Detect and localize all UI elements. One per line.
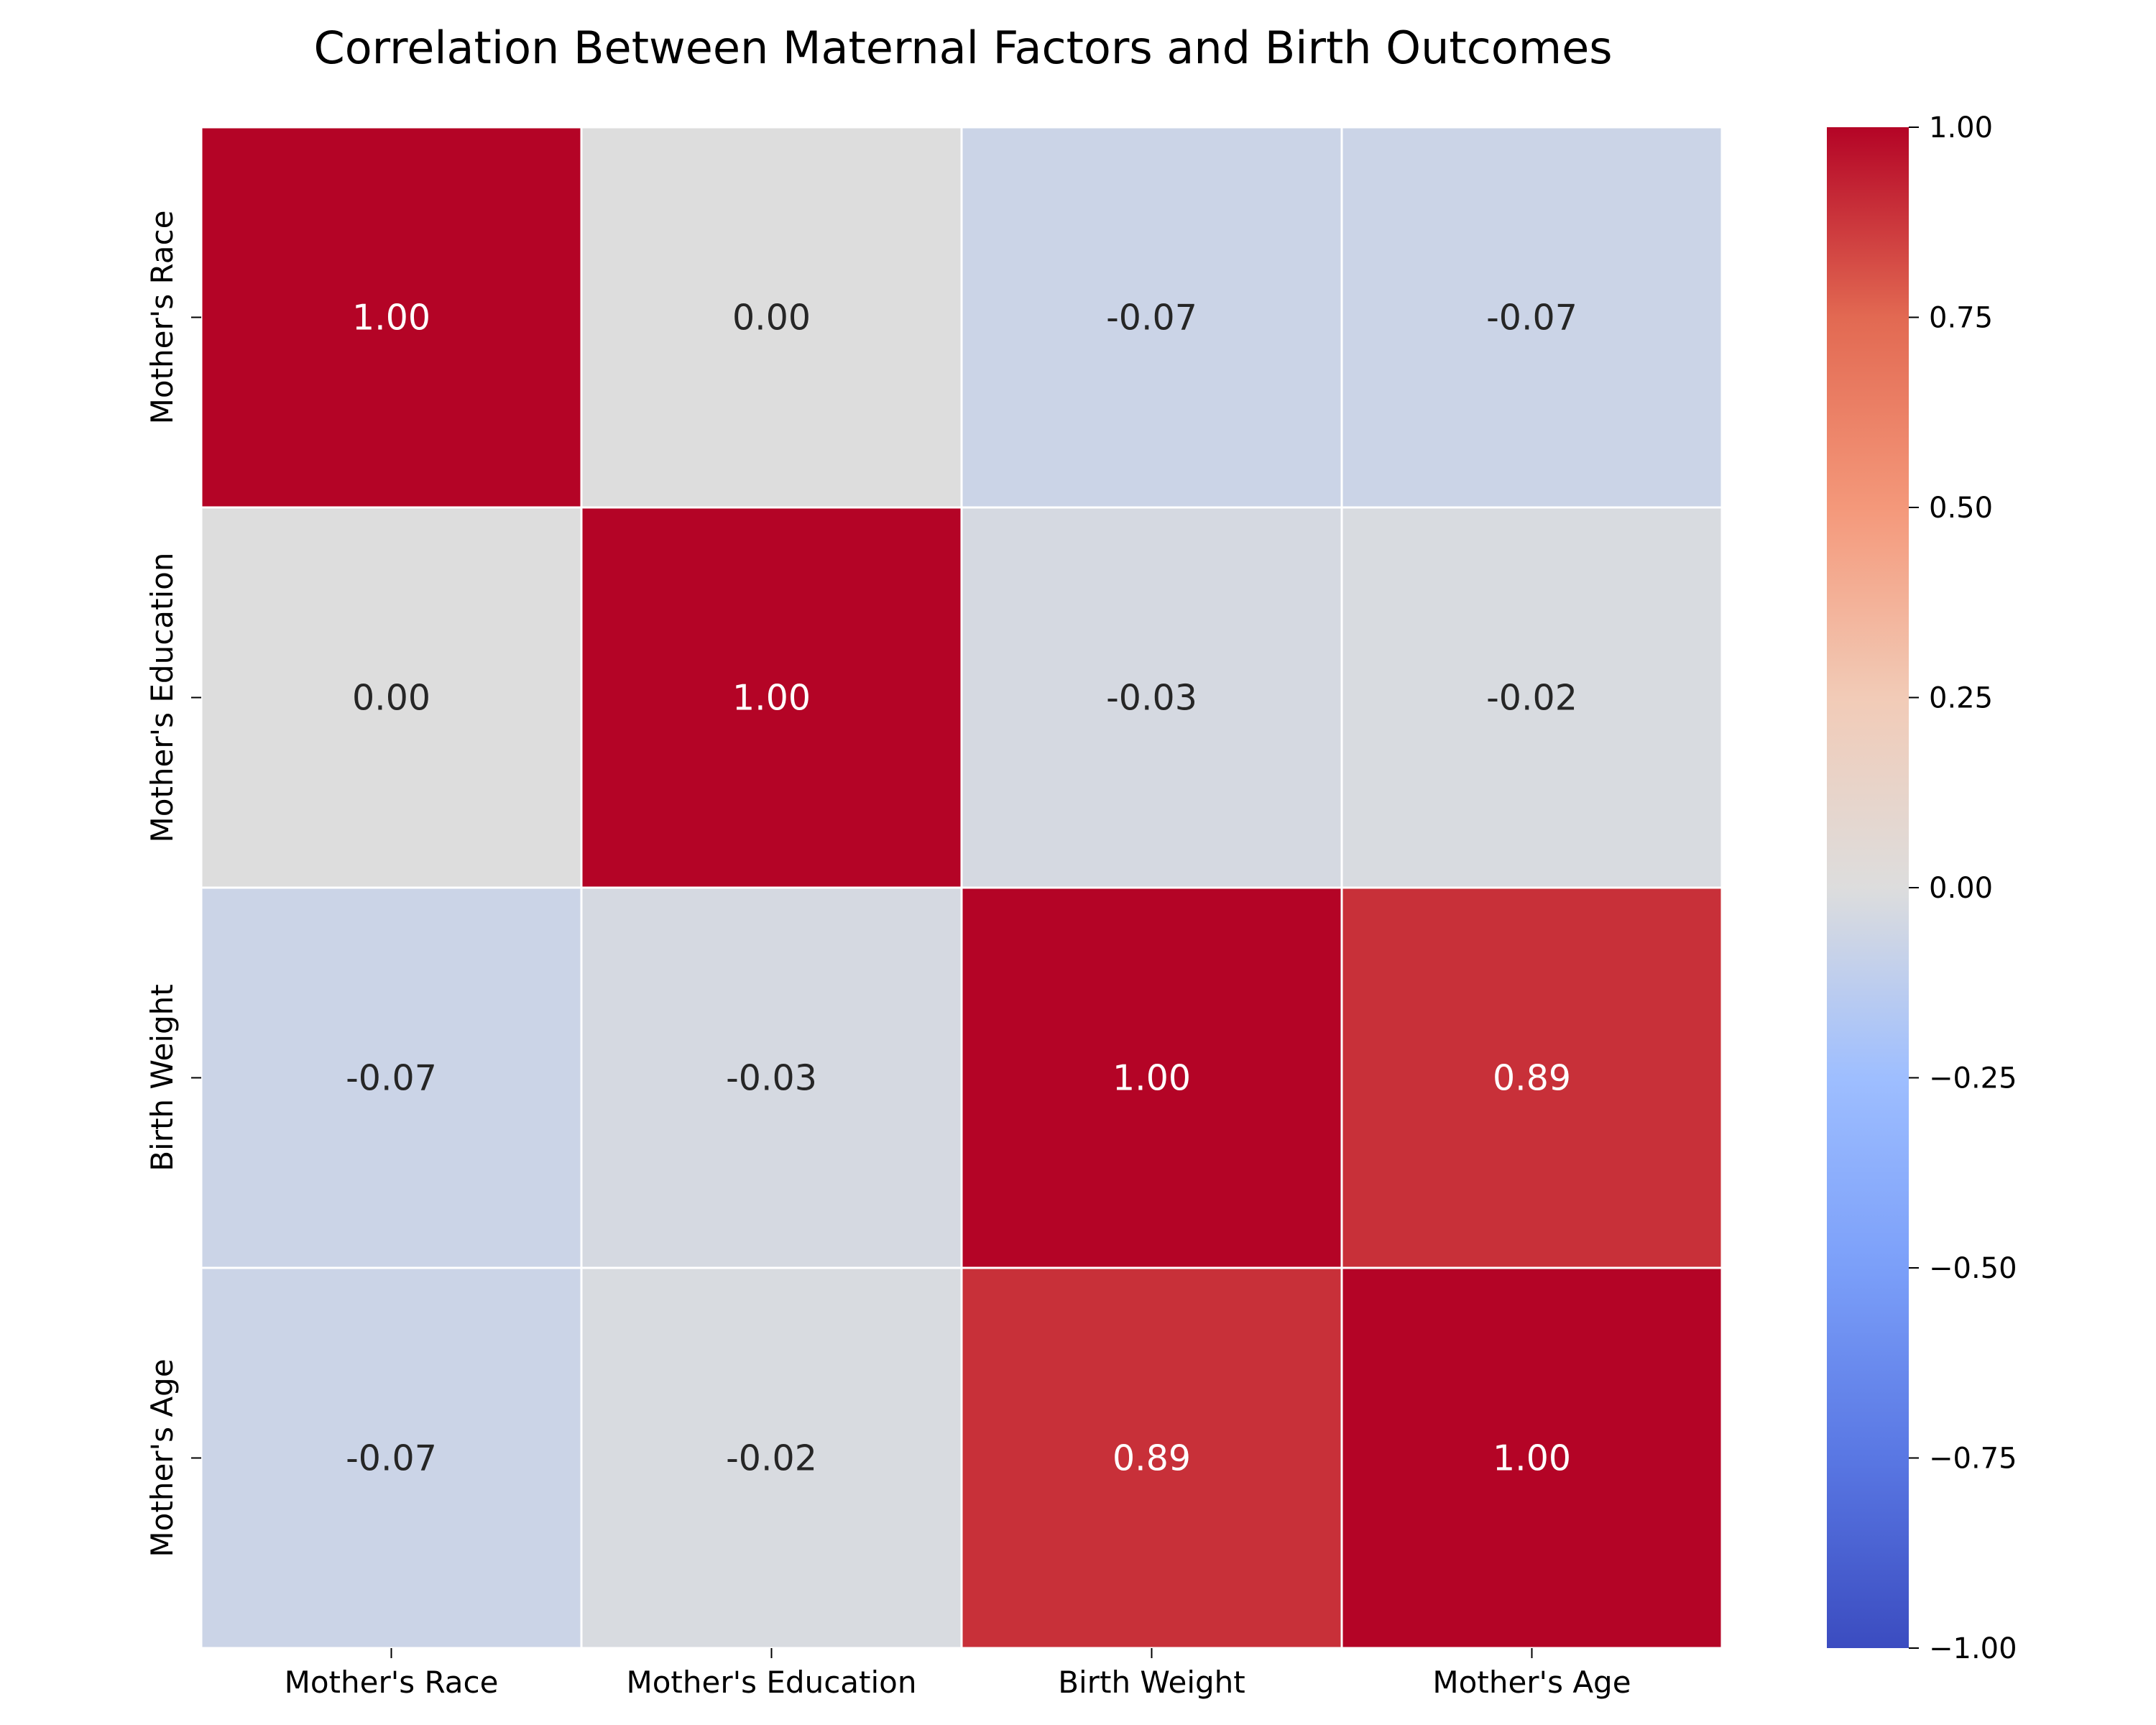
y-tick-label: Mother's Education [144, 552, 180, 842]
cell-value-label: 1.00 [732, 678, 811, 719]
heatmap-cells [200, 126, 1723, 1650]
heatmap-cell-r0-c1 [580, 126, 963, 509]
x-tick-label: Mother's Age [1432, 1665, 1631, 1700]
colorbar-tick-label: −1.00 [1929, 1632, 2017, 1665]
heatmap-cell-r1-c0 [200, 506, 583, 889]
colorbar-tick-label: −0.75 [1929, 1443, 2017, 1476]
y-tick-label: Mother's Age [144, 1358, 180, 1557]
heatmap-cell-r0-c0 [200, 126, 583, 509]
y-tick-label: Mother's Race [144, 211, 180, 425]
x-tick-label: Birth Weight [1058, 1665, 1245, 1700]
cell-value-label: -0.07 [346, 1058, 437, 1099]
cell-value-label: -0.02 [726, 1438, 817, 1479]
cell-value-label: 1.00 [1112, 1058, 1191, 1099]
colorbar: 1.00 0.75 0.50 0.25 0.00 −0.25 −0.50 −0.75 −1.00 [1827, 111, 2017, 1665]
cell-value-label: 0.89 [1493, 1058, 1571, 1099]
heatmap-cell-r0-c3 [1340, 126, 1723, 509]
colorbar-ticks: 1.00 0.75 0.50 0.25 0.00 −0.25 −0.50 −0.75 −1.00 [1909, 111, 2017, 1665]
x-tick-label: Mother's Race [285, 1665, 499, 1700]
chart-title: Correlation Between Maternal Factors and… [313, 22, 1612, 74]
heatmap-cell-r3-c2 [960, 1266, 1343, 1650]
heatmap-cell-r3-c1 [580, 1266, 963, 1650]
heatmap-cell-r2-c1 [580, 886, 963, 1269]
colorbar-tick-label: 0.25 [1929, 682, 1993, 715]
cell-value-label: -0.07 [1486, 298, 1577, 339]
colorbar-tick-label: 0.75 [1929, 302, 1993, 335]
heatmap-cell-r1-c3 [1340, 506, 1723, 889]
x-tick-label: Mother's Education [626, 1665, 916, 1700]
heatmap-cell-r0-c2 [960, 126, 1343, 509]
cell-value-label: 0.00 [732, 298, 811, 339]
heatmap-cell-r1-c2 [960, 506, 1343, 889]
y-axis: Mother's Race Mother's Education Birth Wei… [144, 211, 201, 1558]
heatmap-cell-r3-c3 [1340, 1266, 1723, 1650]
cell-value-label: -0.02 [1486, 678, 1577, 719]
colorbar-tick-label: 1.00 [1929, 111, 1993, 144]
cell-annotations: 1.00 0.00 -0.07 -0.07 0.00 1.00 -0.03 -0.02 -0.0… [346, 298, 1577, 1479]
colorbar-tick-label: −0.50 [1929, 1252, 2017, 1285]
cell-value-label: 0.00 [352, 678, 430, 719]
x-axis: Mother's Race Mother's Education Birth Wei… [285, 1648, 1631, 1700]
cell-value-label: 1.00 [1493, 1438, 1571, 1479]
heatmap-cell-r2-c3 [1340, 886, 1723, 1269]
cell-value-label: -0.07 [1106, 298, 1197, 339]
cell-value-label: -0.03 [1106, 678, 1197, 719]
cell-value-label: -0.03 [726, 1058, 817, 1099]
cell-value-label: -0.07 [346, 1438, 437, 1479]
cell-value-label: 1.00 [352, 298, 430, 339]
colorbar-gradient [1827, 127, 1909, 1648]
heatmap-cell-r3-c0 [200, 1266, 583, 1650]
colorbar-tick-label: −0.25 [1929, 1062, 2017, 1095]
heatmap-cell-r1-c1 [580, 506, 963, 889]
cell-value-label: 0.89 [1112, 1438, 1191, 1479]
colorbar-tick-label: 0.00 [1929, 872, 1993, 905]
y-tick-label: Birth Weight [144, 984, 180, 1172]
colorbar-tick-label: 0.50 [1929, 492, 1993, 525]
